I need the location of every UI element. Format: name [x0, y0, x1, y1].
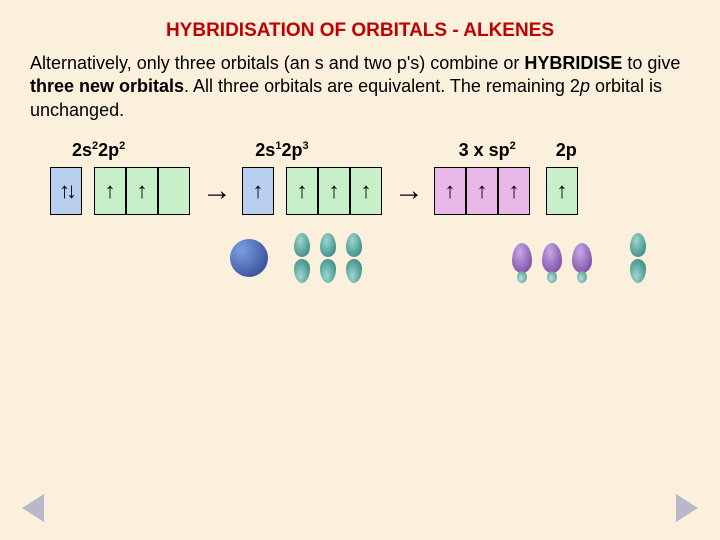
label-3xsp2: 3 x sp2: [459, 140, 516, 161]
sp2-orbital-1: [512, 243, 532, 283]
orbital-boxes-row: → →: [0, 167, 720, 215]
lbl-c2b-sup: 3: [302, 140, 308, 152]
prev-slide-button[interactable]: [22, 494, 44, 522]
col1-p-group: [94, 167, 190, 215]
lbl-c1b-sup: 2: [119, 140, 125, 152]
box-2p-1: [94, 167, 126, 215]
p-orbital-remaining: [630, 233, 646, 283]
config-labels-row: 2s22p2 2s12p3 3 x sp2 2p: [0, 132, 720, 167]
p-orbital-2: [320, 233, 336, 283]
sp2-orbital-3: [572, 243, 592, 283]
box-sp2-2: [466, 167, 498, 215]
lbl-c1b: 2p: [98, 140, 119, 160]
box-sp2-3: [498, 167, 530, 215]
box-2s-paired: [50, 167, 82, 215]
label-2s1-2p3: 2s12p3: [255, 140, 308, 161]
next-slide-button[interactable]: [676, 494, 698, 522]
slide-title: HYBRIDISATION OF ORBITALS - ALKENES: [0, 0, 720, 42]
box-2p-2: [126, 167, 158, 215]
box-2p-c: [350, 167, 382, 215]
box-2s-single: [242, 167, 274, 215]
s-orbital-sphere: [230, 239, 268, 277]
label-2p: 2p: [556, 140, 577, 161]
lbl-c3a-sup: 2: [510, 140, 516, 152]
lbl-c1a: 2s: [72, 140, 92, 160]
col2-p-group: [286, 167, 382, 215]
sp2-orbital-2: [542, 243, 562, 283]
orbital-shapes-row: [0, 233, 720, 283]
arrow-2: →: [394, 174, 422, 208]
body-paragraph: Alternatively, only three orbitals (an s…: [0, 42, 720, 132]
label-2s2-2p2: 2s22p2: [72, 140, 125, 161]
box-2p-a: [286, 167, 318, 215]
arrow-1: →: [202, 174, 230, 208]
text-1: Alternatively, only three orbitals (an s…: [30, 53, 524, 73]
box-sp2-1: [434, 167, 466, 215]
box-2p-empty: [158, 167, 190, 215]
text-p-italic: p: [580, 76, 590, 96]
lbl-c2a: 2s: [255, 140, 275, 160]
text-three-new: three new orbitals: [30, 76, 184, 96]
lbl-c3a: 3 x sp: [459, 140, 510, 160]
p-orbital-3: [346, 233, 362, 283]
text-3: to give: [622, 53, 680, 73]
p-orbital-1: [294, 233, 310, 283]
col3-sp2-group: [434, 167, 530, 215]
col2-s-group: [242, 167, 274, 215]
lbl-c2b: 2p: [281, 140, 302, 160]
box-2p-b: [318, 167, 350, 215]
col3-p-group: [546, 167, 578, 215]
col1-s-group: [50, 167, 82, 215]
box-2p-remaining: [546, 167, 578, 215]
text-5: . All three orbitals are equivalent. The…: [184, 76, 580, 96]
text-hybridise: HYBRIDISE: [524, 53, 622, 73]
